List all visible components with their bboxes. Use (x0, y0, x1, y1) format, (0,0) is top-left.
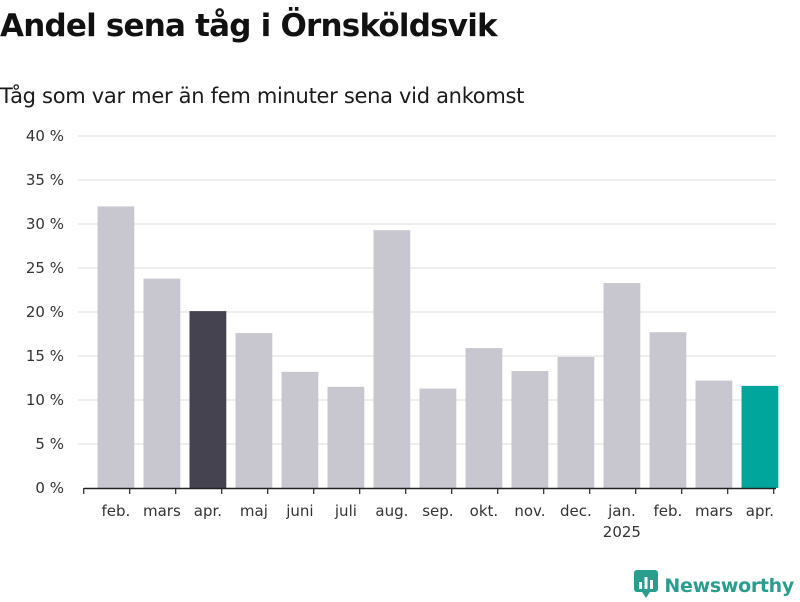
y-tick-label: 40 % (26, 127, 64, 145)
newsworthy-brand: Newsworthy (634, 570, 794, 602)
newsworthy-logo-icon (634, 570, 659, 602)
x-axis (83, 487, 776, 494)
x-axis-tick-labels: feb. mars apr. maj juni juli aug. sep. okt. nov. d… (101, 502, 774, 541)
y-tick-label: 20 % (26, 303, 64, 321)
x-tick-label: mars (695, 502, 733, 520)
y-tick-label: 5 % (35, 435, 64, 453)
x-tick-label: apr. (746, 502, 774, 520)
x-tick-label: feb. (653, 502, 682, 520)
x-tick-label: maj (240, 502, 268, 520)
x-tick-label: juni (285, 502, 313, 520)
bar-chart: 0 % 5 % 10 % 15 % 20 % 25 % 30 % 35 % 40 % feb. m… (26, 127, 779, 541)
bar (281, 371, 319, 488)
bar (373, 230, 411, 488)
x-tick-label: feb. (101, 502, 130, 520)
bar (189, 311, 227, 488)
bar (327, 386, 365, 488)
y-tick-label: 25 % (26, 259, 64, 277)
x-tick-label: okt. (470, 502, 499, 520)
grid-lines (78, 135, 776, 445)
x-tick-label: dec. (560, 502, 592, 520)
x-tick-label: jan. (607, 502, 636, 520)
y-tick-label: 0 % (35, 479, 64, 497)
x-tick-label: nov. (514, 502, 545, 520)
y-tick-label: 15 % (26, 347, 64, 365)
x-tick-label: aug. (375, 502, 408, 520)
x-tick-label: apr. (194, 502, 222, 520)
y-tick-label: 30 % (26, 215, 64, 233)
bar (235, 333, 273, 488)
bar (511, 371, 549, 488)
chart-title: Andel sena tåg i Örnsköldsvik (0, 8, 498, 44)
bar (557, 356, 595, 488)
bar (649, 332, 687, 488)
x-tick-label: sep. (422, 502, 453, 520)
bar (465, 348, 503, 488)
x-year-label: 2025 (603, 523, 641, 541)
bar (695, 380, 733, 488)
y-axis-tick-labels: 0 % 5 % 10 % 15 % 20 % 25 % 30 % 35 % 40 % (26, 127, 64, 497)
y-tick-label: 10 % (26, 391, 64, 409)
x-tick-label: mars (143, 502, 181, 520)
bar (419, 388, 457, 488)
bars (97, 206, 779, 488)
bar (741, 385, 779, 488)
bar (97, 206, 135, 488)
y-tick-label: 35 % (26, 171, 64, 189)
bar (143, 278, 181, 488)
x-tick-label: juli (334, 502, 357, 520)
bar (603, 283, 641, 488)
brand-name: Newsworthy (664, 575, 794, 597)
chart-subtitle: Tåg som var mer än fem minuter sena vid … (0, 84, 525, 108)
